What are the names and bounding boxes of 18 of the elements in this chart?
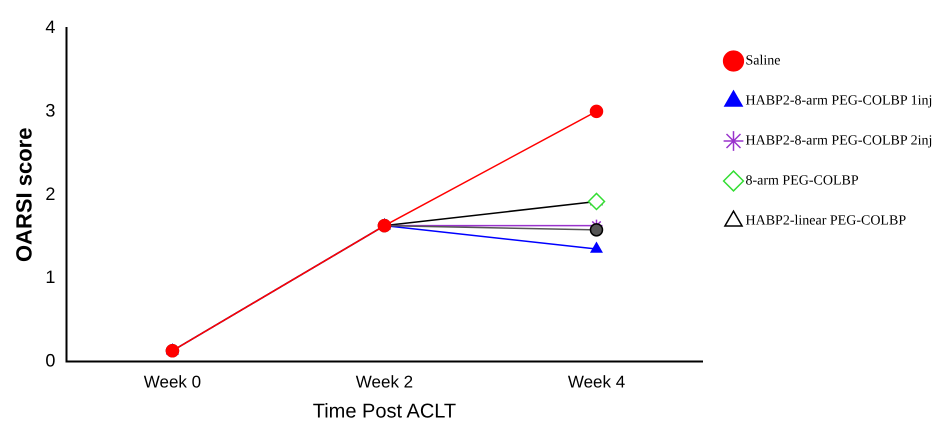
- y-tick-label: 3: [45, 100, 56, 120]
- x-tick-label: Week 4: [568, 372, 626, 392]
- legend-label: HABP2-8-arm PEG-COLBP 1inj: [746, 94, 932, 109]
- legend-label: Saline: [746, 54, 780, 69]
- legend-label: 8-arm PEG-COLBP: [746, 174, 859, 189]
- x-axis-title: Time Post ACLT: [312, 400, 456, 423]
- point: [590, 104, 604, 118]
- y-tick-label: 2: [45, 184, 56, 204]
- y-axis-title: OARSI score: [11, 128, 36, 262]
- y-tick-label: 4: [45, 16, 56, 37]
- y-tick-label: 0: [45, 350, 56, 371]
- x-tick-label: Week 0: [144, 372, 202, 392]
- x-tick-label: Week 2: [356, 372, 414, 392]
- legend-label: HABP2-8-arm PEG-COLBP 2inj: [746, 134, 932, 149]
- point: [590, 223, 604, 237]
- legend-label: HABP2-linear PEG-COLBP: [746, 214, 906, 229]
- point: [588, 192, 606, 210]
- y-tick-label: 1: [45, 267, 56, 288]
